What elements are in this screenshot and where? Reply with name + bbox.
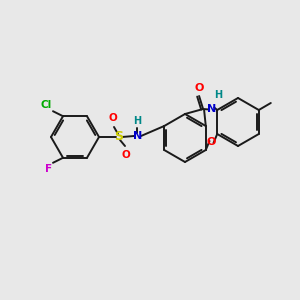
Text: O: O [207, 137, 216, 147]
Text: O: O [122, 150, 130, 160]
Text: S: S [115, 130, 124, 143]
Text: H: H [214, 91, 222, 100]
Text: N: N [206, 103, 216, 113]
Text: O: O [109, 113, 117, 123]
Text: F: F [45, 164, 52, 174]
Text: O: O [194, 83, 204, 93]
Text: N: N [134, 131, 142, 141]
Text: H: H [133, 116, 141, 126]
Text: Cl: Cl [41, 100, 52, 110]
